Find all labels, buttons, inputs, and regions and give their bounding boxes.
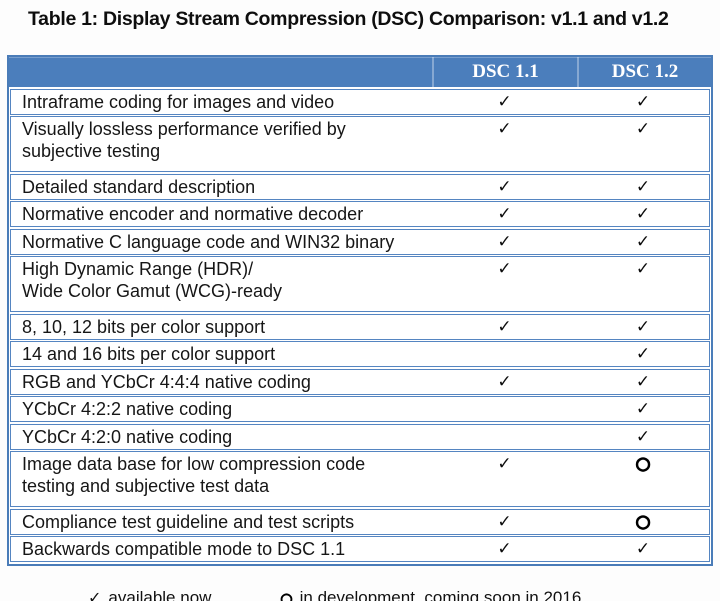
dsc12-cell: ✓ bbox=[635, 539, 651, 559]
header-dsc11: DSC 1.1 bbox=[432, 57, 577, 87]
dsc11-cell: ✓ bbox=[497, 119, 512, 139]
dsc12-cell: ○ bbox=[635, 453, 651, 475]
dsc12-cell: ✓ bbox=[635, 176, 651, 197]
feature-cell: YCbCr 4:2:2 native coding bbox=[22, 399, 233, 419]
feature-cell: 8, 10, 12 bits per color support bbox=[22, 316, 266, 337]
table-row: Backwards compatible mode to DSC 1.1 ✓ ✓ bbox=[10, 536, 710, 562]
dsc11-cell: ✓ bbox=[497, 539, 512, 559]
dsc11-cell: ✓ bbox=[497, 371, 512, 392]
table-row: Image data base for low compression code… bbox=[10, 451, 710, 507]
feature-cell: Detailed standard description bbox=[22, 176, 256, 197]
page: Table 1: Display Stream Compression (DSC… bbox=[0, 7, 720, 601]
table-row: Normative encoder and normative decoder … bbox=[10, 201, 710, 227]
table-row: Visually lossless performance verified b… bbox=[10, 116, 710, 172]
feature-cell: Compliance test guideline and test scrip… bbox=[22, 511, 355, 532]
dsc12-cell: ✓ bbox=[635, 344, 651, 364]
dsc12-cell: ✓ bbox=[635, 119, 651, 139]
dsc12-cell: ✓ bbox=[635, 231, 651, 252]
dsc12-cell: ✓ bbox=[635, 91, 651, 112]
dsc11-cell: ✓ bbox=[497, 231, 512, 252]
legend: ✓ available now ○ in development, coming… bbox=[0, 588, 720, 601]
check-icon: ✓ bbox=[88, 588, 102, 601]
dsc11-cell: ✓ bbox=[497, 454, 512, 474]
legend-available: ✓ available now bbox=[88, 588, 211, 601]
dsc12-cell: ✓ bbox=[635, 399, 651, 419]
dsc11-cell: ✓ bbox=[497, 176, 512, 197]
legend-available-label: available now bbox=[108, 588, 212, 601]
feature-cell: High Dynamic Range (HDR)/ Wide Color Gam… bbox=[22, 259, 283, 301]
feature-cell: RGB and YCbCr 4:4:4 native coding bbox=[22, 371, 311, 392]
header-dsc12: DSC 1.2 bbox=[577, 57, 711, 87]
feature-cell: Backwards compatible mode to DSC 1.1 bbox=[22, 539, 346, 559]
circle-icon: ○ bbox=[280, 590, 293, 601]
dsc-comparison-table: DSC 1.1 DSC 1.2 Intraframe coding for im… bbox=[7, 55, 713, 566]
table-row: Detailed standard description ✓ ✓ bbox=[10, 173, 710, 200]
feature-cell: Image data base for low compression code… bbox=[22, 454, 366, 496]
legend-development: ○ in development, coming soon in 2016 bbox=[280, 588, 581, 601]
dsc12-cell: ✓ bbox=[635, 426, 651, 447]
dsc11-cell: ✓ bbox=[497, 204, 512, 224]
dsc12-cell: ✓ bbox=[635, 259, 651, 279]
table-title: Table 1: Display Stream Compression (DSC… bbox=[28, 8, 669, 30]
table-row: RGB and YCbCr 4:4:4 native coding ✓ ✓ bbox=[10, 368, 710, 395]
dsc11-cell: ✓ bbox=[497, 91, 512, 112]
feature-cell: Normative encoder and normative decoder bbox=[22, 204, 364, 224]
table-row: YCbCr 4:2:0 native coding ✓ bbox=[10, 423, 710, 450]
dsc11-cell bbox=[432, 425, 577, 426]
table-row: Compliance test guideline and test scrip… bbox=[10, 508, 710, 535]
feature-cell: Intraframe coding for images and video bbox=[22, 91, 335, 112]
dsc11-cell: ✓ bbox=[497, 511, 512, 532]
dsc11-cell bbox=[432, 397, 577, 398]
dsc12-cell: ✓ bbox=[635, 204, 651, 224]
dsc12-cell: ○ bbox=[635, 511, 651, 533]
table-row: High Dynamic Range (HDR)/ Wide Color Gam… bbox=[10, 256, 710, 312]
dsc12-cell: ✓ bbox=[635, 316, 651, 337]
header-feature-column bbox=[9, 57, 432, 87]
dsc11-cell: ✓ bbox=[497, 259, 512, 279]
feature-cell: Normative C language code and WIN32 bina… bbox=[22, 231, 395, 252]
dsc11-cell bbox=[432, 342, 577, 343]
table-header-row: DSC 1.1 DSC 1.2 bbox=[9, 57, 711, 87]
table-row: YCbCr 4:2:2 native coding ✓ bbox=[10, 396, 710, 422]
feature-cell: 14 and 16 bits per color support bbox=[22, 344, 276, 364]
table-row: Intraframe coding for images and video ✓… bbox=[10, 88, 710, 115]
legend-development-label: in development, coming soon in 2016 bbox=[299, 588, 582, 601]
feature-cell: Visually lossless performance verified b… bbox=[22, 119, 346, 161]
dsc11-cell: ✓ bbox=[497, 316, 512, 337]
table-row: 14 and 16 bits per color support ✓ bbox=[10, 341, 710, 367]
table-row: Normative C language code and WIN32 bina… bbox=[10, 228, 710, 255]
feature-cell: YCbCr 4:2:0 native coding bbox=[22, 426, 233, 447]
dsc12-cell: ✓ bbox=[635, 371, 651, 392]
table-row: 8, 10, 12 bits per color support ✓ ✓ bbox=[10, 313, 710, 340]
